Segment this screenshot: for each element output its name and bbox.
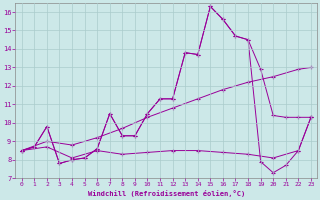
X-axis label: Windchill (Refroidissement éolien,°C): Windchill (Refroidissement éolien,°C) <box>88 190 245 197</box>
